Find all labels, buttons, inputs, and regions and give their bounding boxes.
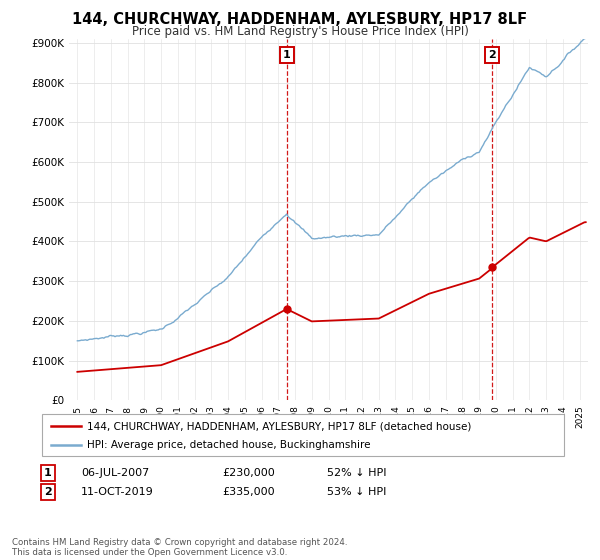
Text: HPI: Average price, detached house, Buckinghamshire: HPI: Average price, detached house, Buck… [87,440,371,450]
Text: 52% ↓ HPI: 52% ↓ HPI [327,468,386,478]
Text: 1: 1 [283,50,290,60]
Text: £335,000: £335,000 [222,487,275,497]
Text: £230,000: £230,000 [222,468,275,478]
Text: Contains HM Land Registry data © Crown copyright and database right 2024.
This d: Contains HM Land Registry data © Crown c… [12,538,347,557]
Text: 1: 1 [44,468,52,478]
Text: 2: 2 [488,50,496,60]
Text: 11-OCT-2019: 11-OCT-2019 [81,487,154,497]
Text: 06-JUL-2007: 06-JUL-2007 [81,468,149,478]
Text: Price paid vs. HM Land Registry's House Price Index (HPI): Price paid vs. HM Land Registry's House … [131,25,469,38]
Text: 53% ↓ HPI: 53% ↓ HPI [327,487,386,497]
Text: 2: 2 [44,487,52,497]
Text: 144, CHURCHWAY, HADDENHAM, AYLESBURY, HP17 8LF: 144, CHURCHWAY, HADDENHAM, AYLESBURY, HP… [73,12,527,27]
Text: 144, CHURCHWAY, HADDENHAM, AYLESBURY, HP17 8LF (detached house): 144, CHURCHWAY, HADDENHAM, AYLESBURY, HP… [87,421,472,431]
